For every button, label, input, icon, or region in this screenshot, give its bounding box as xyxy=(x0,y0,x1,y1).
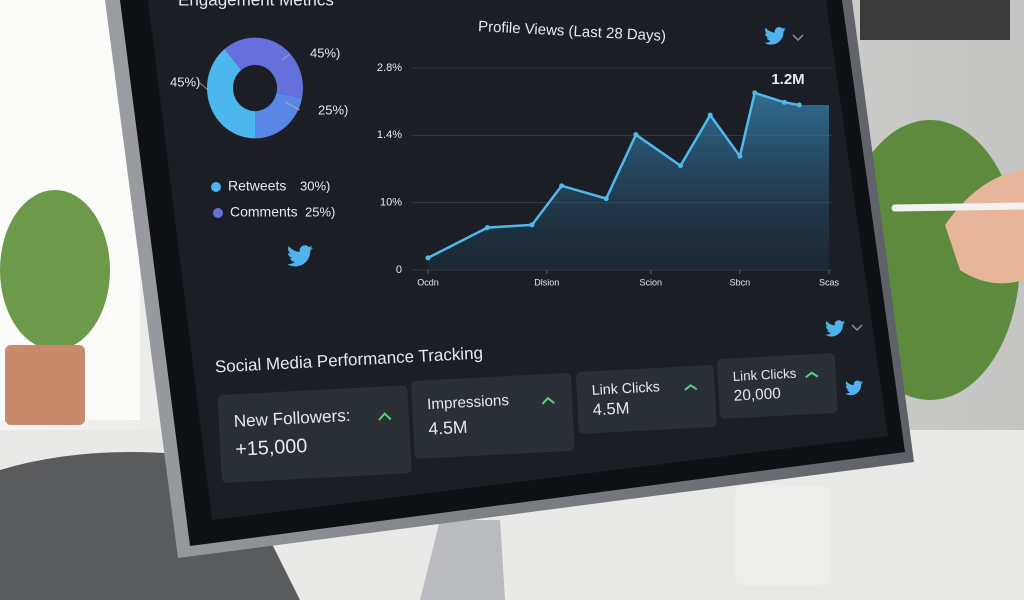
x-tick-label: Ocdn xyxy=(417,277,439,287)
donut-slice xyxy=(224,37,304,99)
trend-up-icon xyxy=(805,371,819,379)
card-label: Link Clicks xyxy=(591,379,660,399)
chevron xyxy=(792,34,804,42)
leader-line xyxy=(281,53,291,61)
trend-up-icon xyxy=(378,412,392,421)
point xyxy=(633,132,639,138)
chevron xyxy=(851,324,863,332)
trend-up-icon xyxy=(684,384,698,391)
stylus xyxy=(891,202,1024,212)
point xyxy=(603,196,609,202)
point xyxy=(529,222,535,228)
point xyxy=(796,102,802,108)
donut-slice xyxy=(255,92,302,139)
legend-value: 25%) xyxy=(305,204,335,219)
x-tick-label: Scion xyxy=(640,277,663,287)
metric-card: New Followers:+15,000 xyxy=(217,385,412,483)
x-tick-label: Dlsion xyxy=(534,277,559,287)
y-tick-label: 10% xyxy=(380,197,402,209)
card-background xyxy=(717,353,838,419)
y-tick-label: 2.8% xyxy=(377,62,402,74)
point xyxy=(484,225,490,231)
point xyxy=(752,90,758,96)
point xyxy=(559,183,565,189)
panel-title: Engagement Metrics xyxy=(178,0,334,9)
trend-up-icon xyxy=(541,396,555,405)
point xyxy=(737,153,743,159)
picture-frame xyxy=(860,0,1010,40)
slice-label: 45%) xyxy=(170,74,200,89)
card-background xyxy=(576,365,717,434)
leader-line xyxy=(199,82,209,91)
donut-slice xyxy=(206,48,255,139)
plant-left xyxy=(0,190,110,350)
point xyxy=(425,255,431,261)
legend-name: Comments xyxy=(230,204,298,220)
pot-left xyxy=(5,345,85,425)
legend-dot xyxy=(211,182,221,192)
x-tick-label: Scas xyxy=(819,277,840,287)
card-value: 20,000 xyxy=(733,385,781,404)
metric-card: Impressions 4.5M xyxy=(411,372,575,459)
point xyxy=(677,163,683,169)
point xyxy=(781,99,787,105)
line xyxy=(427,91,800,260)
hand xyxy=(945,170,1024,284)
card-value: 4.5M xyxy=(428,417,468,439)
annotation: 1.2M xyxy=(771,71,804,88)
card-value: 4.5M xyxy=(592,399,630,419)
y-tick-label: 1.4% xyxy=(377,129,402,141)
card-label: Link Clicks xyxy=(732,366,797,384)
slice-label: 25%) xyxy=(318,102,348,117)
card-background xyxy=(411,372,575,459)
point xyxy=(707,112,713,118)
card-background xyxy=(217,385,412,483)
legend-name: Retweets xyxy=(228,178,286,194)
legend-value: 30%) xyxy=(300,178,330,193)
y-tick-label: 0 xyxy=(396,264,402,276)
card-value: +15,000 xyxy=(235,435,308,461)
legend-dot xyxy=(213,208,223,218)
card-label: Impressions xyxy=(427,392,510,413)
x-tick-label: Sbcn xyxy=(730,277,751,287)
pot-right xyxy=(735,485,830,585)
slice-label: 45%) xyxy=(310,45,340,60)
monitor-stand xyxy=(420,520,505,600)
leader-line xyxy=(284,101,301,111)
